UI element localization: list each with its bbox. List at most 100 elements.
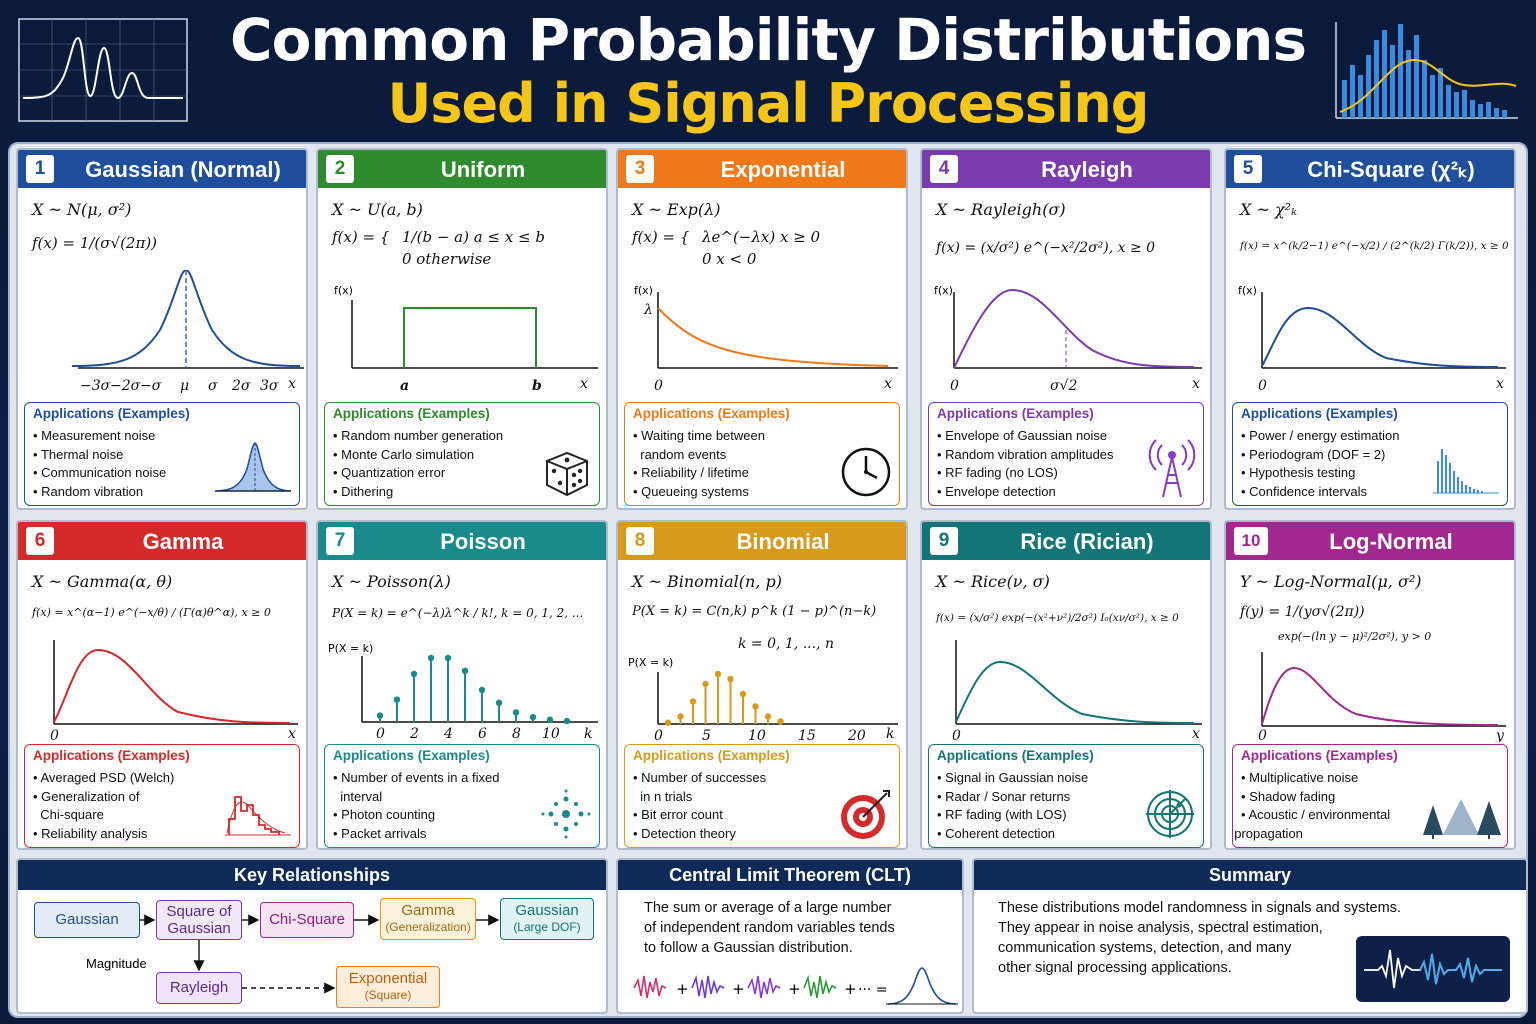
trees-icon bbox=[1423, 799, 1501, 839]
histogram-icon bbox=[1433, 449, 1499, 494]
list-item: Radar / Sonar returns bbox=[937, 788, 1088, 807]
card-header: 4 Rayleigh bbox=[922, 150, 1210, 188]
card-number: 8 bbox=[626, 527, 654, 555]
list-item: Envelope detection bbox=[937, 483, 1114, 502]
applications-box: Applications (Examples) Random number ge… bbox=[324, 402, 600, 506]
uniform-plot: f(x) a b x bbox=[334, 284, 598, 394]
tick-label: x bbox=[288, 726, 296, 742]
binomial-plot: P(X = k) 0 5 10 15 20 k bbox=[628, 656, 898, 744]
applications-list: Number of successes in n trials Bit erro… bbox=[633, 769, 766, 843]
stem-point bbox=[495, 699, 503, 706]
stem-point bbox=[664, 719, 672, 726]
applications-box: Applications (Examples) Averaged PSD (We… bbox=[24, 744, 300, 848]
summary-line: other signal processing applications. bbox=[998, 960, 1232, 976]
list-item: Dithering bbox=[333, 483, 503, 502]
stem-point bbox=[512, 709, 520, 716]
list-item: Random vibration amplitudes bbox=[937, 446, 1113, 465]
card-header: 8 Binomial bbox=[618, 522, 906, 560]
panel-title: Key Relationships bbox=[18, 860, 606, 890]
tick-label: x bbox=[288, 376, 296, 392]
oscilloscope-icon bbox=[18, 18, 188, 122]
node-gaussian-large-dof: Gaussian (Large DOF) bbox=[500, 898, 594, 940]
list-item: Quantization error bbox=[333, 464, 503, 483]
applications-list: Number of events in a fixed interval Pho… bbox=[333, 769, 499, 843]
list-item: Bit error count bbox=[633, 806, 766, 825]
tick-label: 20 bbox=[847, 728, 866, 744]
card-gamma: 6 Gamma X ~ Gamma(α, θ) f(x) = x^(α−1) e… bbox=[16, 520, 308, 850]
card-uniform: 2 Uniform X ~ U(a, b) f(x) = { 1/(b − a)… bbox=[316, 148, 608, 510]
dots-icon bbox=[541, 789, 591, 839]
tick-label: 0 bbox=[376, 726, 385, 742]
red-histogram-icon bbox=[225, 796, 291, 836]
pdf-formula: f(x) = (x/σ²) exp(−(x²+ν²)/2σ²) I₀(xν/σ²… bbox=[936, 612, 1179, 624]
magnitude-label: Magnitude bbox=[86, 956, 147, 971]
card-log-normal: 10 Log-Normal Y ~ Log-Normal(μ, σ²) f(y)… bbox=[1224, 520, 1516, 850]
tick-label: 0 bbox=[952, 728, 961, 742]
tick-label: x bbox=[1496, 376, 1504, 392]
pdf-formula-case1: λe^(−λx) x ≥ 0 bbox=[702, 228, 821, 246]
applications-box: Applications (Examples) Envelope of Gaus… bbox=[928, 402, 1204, 506]
card-title: Chi-Square (χ²ₖ) bbox=[1307, 157, 1475, 182]
pdf-formula: f(x) = { bbox=[632, 228, 690, 246]
pdf-formula-case1: 1/(b − a) a ≤ x ≤ b bbox=[402, 228, 545, 246]
stem-point bbox=[376, 712, 384, 719]
node-sublabel: (Generalization) bbox=[385, 920, 471, 934]
tick-label: 2σ bbox=[231, 378, 251, 394]
list-item: Averaged PSD (Welch) bbox=[33, 769, 174, 788]
poisson-plot: P(X = k) 0 2 4 6 8 10 k bbox=[328, 642, 598, 742]
applications-box: Applications (Examples) Number of succes… bbox=[624, 744, 900, 848]
stem-point bbox=[764, 713, 772, 720]
chi-square-plot: f(x) 0 x bbox=[1238, 284, 1506, 394]
pdf-formula-range: k = 0, 1, ..., n bbox=[738, 636, 834, 652]
tick-label: 0 bbox=[50, 728, 59, 742]
applications-title: Applications (Examples) bbox=[33, 748, 190, 763]
applications-title: Applications (Examples) bbox=[633, 406, 790, 421]
list-item: Detection theory bbox=[633, 825, 766, 844]
applications-title: Applications (Examples) bbox=[33, 406, 190, 421]
stem-point bbox=[427, 654, 435, 662]
applications-list: Envelope of Gaussian noise Random vibrat… bbox=[937, 427, 1114, 502]
distribution-notation: X ~ N(μ, σ²) bbox=[32, 200, 132, 219]
list-item: interval bbox=[340, 788, 383, 804]
card-header: 7 Poisson bbox=[318, 522, 606, 560]
gamma-plot: 0 x bbox=[50, 640, 298, 742]
pdf-formula: f(x) = 1/(σ√(2π)) bbox=[32, 234, 158, 252]
stem-point bbox=[546, 716, 554, 723]
distribution-notation: X ~ Rayleigh(σ) bbox=[936, 200, 1066, 219]
list-item: Number of successes bbox=[633, 769, 766, 788]
card-title: Rice (Rician) bbox=[1020, 529, 1154, 554]
summary-panel: Summary These distributions model random… bbox=[972, 858, 1528, 1014]
relationship-arrows bbox=[140, 914, 500, 994]
tick-label: 8 bbox=[512, 726, 521, 742]
node-chi-square: Chi-Square bbox=[260, 902, 354, 938]
tick-label: k bbox=[584, 726, 592, 742]
distribution-notation: X ~ Binomial(n, p) bbox=[632, 572, 782, 591]
list-item: Random number generation bbox=[333, 427, 503, 446]
tick-label: σ√2 bbox=[1050, 378, 1077, 394]
stem-point bbox=[444, 654, 452, 662]
applications-box: Applications (Examples) Measurement nois… bbox=[24, 402, 300, 506]
pdf-formula: f(x) = (x/σ²) e^(−x²/2σ²), x ≥ 0 bbox=[936, 240, 1156, 256]
list-item: Power / energy estimation bbox=[1241, 427, 1399, 446]
card-gaussian: 1 Gaussian (Normal) X ~ N(μ, σ²) f(x) = … bbox=[16, 148, 308, 510]
distribution-notation: X ~ Gamma(α, θ) bbox=[32, 572, 173, 591]
list-item: Thermal noise bbox=[33, 446, 166, 465]
pdf-formula: P(X = k) = e^(−λ)λ^k / k!, k = 0, 1, 2, … bbox=[332, 606, 584, 620]
summary-line: They appear in noise analysis, spectral … bbox=[998, 920, 1323, 936]
clt-illustration: + + + + ··· = bbox=[633, 967, 958, 1005]
card-title: Log-Normal bbox=[1329, 529, 1453, 554]
applications-title: Applications (Examples) bbox=[937, 406, 1094, 421]
card-chi-square: 5 Chi-Square (χ²ₖ) X ~ χ²ₖ f(x) = x^(k/2… bbox=[1224, 148, 1516, 510]
card-poisson: 7 Poisson X ~ Poisson(λ) P(X = k) = e^(−… bbox=[316, 520, 608, 850]
list-item: Coherent detection bbox=[937, 825, 1088, 844]
summary-line: These distributions model randomness in … bbox=[998, 900, 1401, 916]
list-item: Envelope of Gaussian noise bbox=[937, 427, 1114, 446]
page-subtitle: Used in Signal Processing bbox=[387, 72, 1150, 135]
applications-title: Applications (Examples) bbox=[1241, 406, 1398, 421]
tick-label: k bbox=[886, 726, 894, 742]
card-number: 7 bbox=[326, 527, 354, 555]
stem-point bbox=[461, 667, 469, 674]
clt-line: of independent random variables tends bbox=[644, 920, 895, 936]
card-title: Exponential bbox=[720, 157, 846, 182]
exponential-plot: f(x) λ 0 x bbox=[634, 284, 898, 394]
